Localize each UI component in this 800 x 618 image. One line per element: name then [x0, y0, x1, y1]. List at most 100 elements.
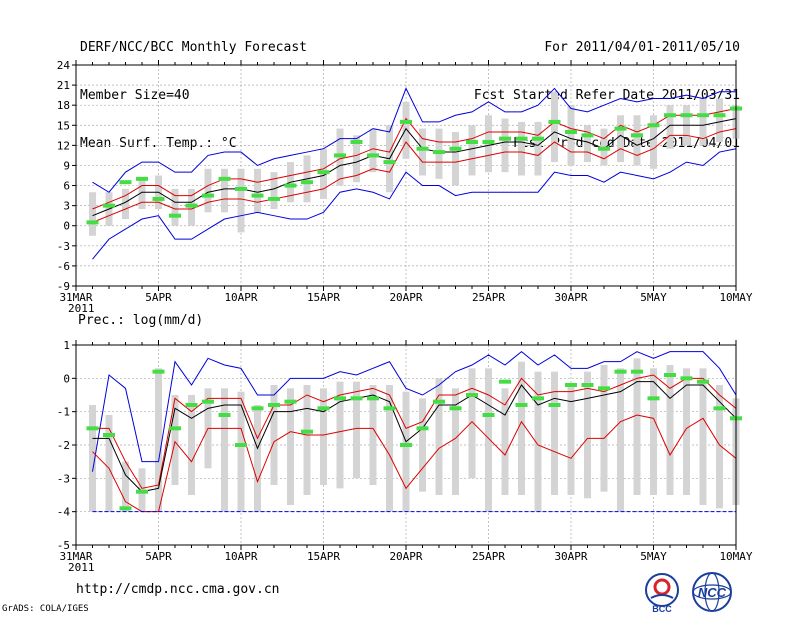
temp-obs-marker [136, 176, 148, 181]
temp-range-box [650, 115, 657, 169]
temp-obs-marker [301, 180, 313, 185]
temp-range-box [369, 128, 377, 173]
prec-obs-marker [268, 403, 280, 407]
prec-range-box [666, 365, 674, 495]
prec-range-box [567, 385, 575, 495]
temp-obs-marker [119, 180, 132, 185]
temp-spread-low-line [92, 128, 737, 223]
prec-obs-marker [86, 426, 99, 431]
prec-range-box [501, 388, 509, 495]
prec-obs-marker [218, 413, 231, 417]
temp-x-tick-label: 5APR [145, 291, 172, 304]
temp-x-tick-label: 10APR [224, 291, 257, 304]
prec-range-box [287, 388, 294, 505]
prec-range-box [419, 398, 426, 492]
prec-range-box [122, 461, 129, 512]
temp-x-tick-label: 20APR [389, 291, 422, 304]
temp-x-tick-label: 10MAY [719, 291, 752, 304]
temp-obs-marker [86, 220, 99, 225]
temp-x-tick-label: 31MAR [59, 291, 92, 304]
prec-obs-marker [185, 403, 198, 407]
prec-obs-marker [136, 489, 148, 494]
temp-obs-marker [268, 196, 280, 201]
temp-range-box [237, 168, 245, 233]
prec-range-box [353, 381, 360, 479]
temp-range-box [402, 101, 410, 159]
prec-x-tick-label: 15APR [307, 550, 340, 563]
prec-obs-marker [598, 386, 610, 391]
prec-spread-low-line [92, 414, 737, 513]
temp-obs-marker [350, 140, 363, 145]
prec-obs-marker [581, 383, 594, 387]
temp-range-box [567, 105, 575, 166]
prec-range-box [320, 388, 327, 485]
temp-obs-marker [499, 136, 511, 141]
temp-obs-marker [565, 129, 577, 134]
prec-obs-marker [235, 443, 247, 447]
prec-range-box [551, 371, 558, 495]
prec-range-box [468, 368, 476, 479]
temp-obs-marker [581, 133, 594, 138]
temp-x-tick-label: 30APR [554, 291, 587, 304]
ncc-logo: NCC [692, 572, 732, 612]
prec-range-box [386, 385, 393, 512]
temp-obs-marker [433, 150, 445, 155]
prec-x-tick-label: 10MAY [719, 550, 752, 563]
prec-obs-marker [202, 399, 214, 404]
svg-text:BCC: BCC [652, 604, 672, 614]
prec-obs-marker [482, 413, 495, 417]
prec-range-box [270, 385, 278, 485]
prec-x-tick-label: 30APR [554, 550, 587, 563]
prec-y-tick-label: -5 [57, 539, 70, 552]
prec-obs-marker [416, 426, 429, 431]
temp-obs-marker [235, 186, 247, 191]
temp-range-box [617, 115, 624, 163]
prec-range-box [699, 368, 707, 505]
temp-mean-line [92, 118, 737, 217]
temp-range-box [452, 131, 459, 186]
temp-obs-marker [416, 146, 429, 151]
temp-y-tick-label: 6 [63, 180, 70, 193]
temp-range-box [204, 168, 212, 213]
temp-obs-marker [185, 203, 198, 208]
temp-obs-marker [152, 196, 165, 201]
temp-obs-marker [548, 119, 561, 124]
prec-obs-marker [532, 396, 544, 401]
temp-range-box [551, 91, 558, 163]
prec-obs-marker [350, 396, 363, 401]
temp-x-tick-label: 5MAY [640, 291, 667, 304]
temp-y-tick-label: 18 [57, 99, 70, 112]
prec-x-tick-label: 5MAY [640, 550, 667, 563]
prec-range-box [650, 368, 657, 495]
prec-range-box [105, 415, 113, 512]
prec-range-box [485, 368, 492, 512]
temp-range-box [699, 98, 707, 146]
prec-range-box [369, 385, 377, 485]
temp-range-box [254, 168, 261, 213]
prec-obs-marker [383, 406, 396, 411]
prec-range-box [633, 358, 641, 495]
temp-y-tick-label: 3 [63, 200, 70, 213]
prec-obs-marker [367, 396, 379, 401]
temp-y-tick-label: 9 [63, 159, 70, 172]
prec-range-box [336, 381, 344, 489]
temp-obs-marker [647, 123, 660, 128]
prec-range-box [155, 368, 162, 512]
prec-obs-marker [631, 369, 643, 374]
temp-y-tick-label: 0 [63, 220, 70, 233]
temp-obs-marker [532, 136, 544, 141]
temp-min-line [92, 148, 737, 260]
temp-obs-marker [317, 170, 330, 175]
prec-x-tick-label: 20APR [389, 550, 422, 563]
source-url[interactable]: http://cmdp.ncc.cma.gov.cn [76, 582, 280, 597]
prec-y-tick-label: -4 [57, 506, 71, 519]
temp-obs-marker [202, 193, 214, 198]
prec-max-line [92, 351, 737, 472]
temp-obs-marker [251, 193, 264, 198]
svg-text:NCC: NCC [698, 585, 727, 600]
temp-range-box [584, 125, 591, 163]
temp-y-tick-label: -3 [57, 240, 70, 253]
prec-obs-marker [664, 373, 676, 377]
temp-range-box [501, 118, 509, 173]
temp-obs-marker [631, 133, 643, 138]
